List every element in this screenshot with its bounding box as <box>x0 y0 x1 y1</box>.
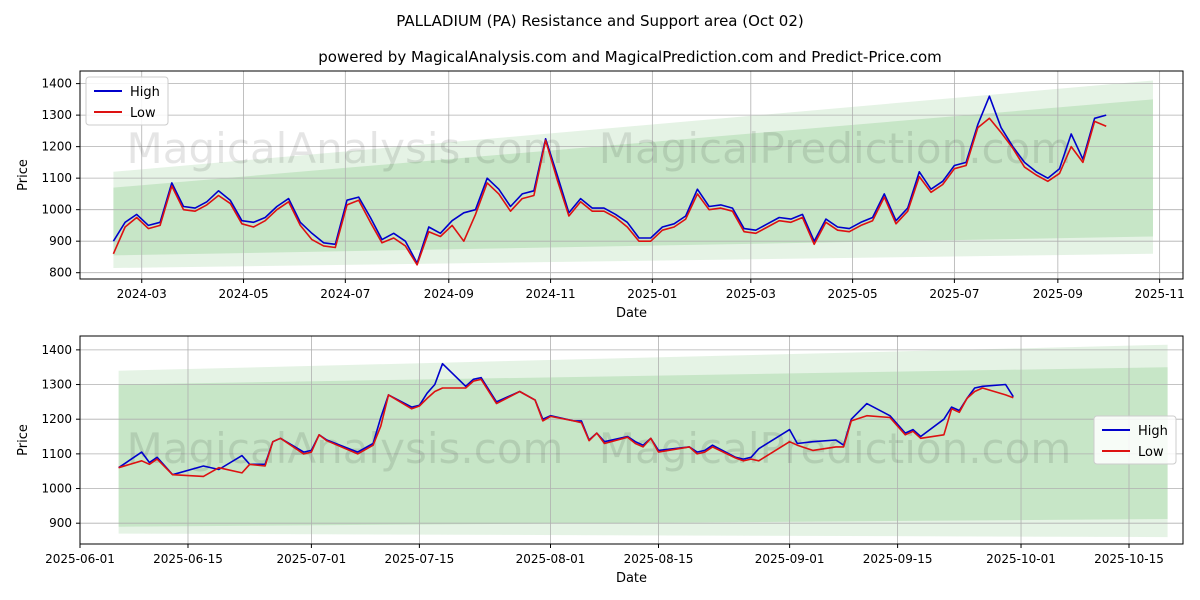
y-tick-label: 1300 <box>41 378 72 392</box>
x-axis-label: Date <box>616 306 647 321</box>
y-tick-label: 1000 <box>41 203 72 217</box>
x-tick-label: 2025-08-15 <box>624 552 694 566</box>
y-tick-label: 1400 <box>41 77 72 91</box>
x-tick-label: 2025-11 <box>1135 287 1185 301</box>
resistance-support-band <box>113 80 1153 268</box>
legend-high-label: High <box>130 85 160 100</box>
y-tick-label: 1400 <box>41 343 72 357</box>
y-tick-label: 1100 <box>41 171 72 185</box>
x-tick-label: 2024-09 <box>424 287 474 301</box>
x-tick-label: 2025-07-15 <box>385 552 455 566</box>
x-tick-label: 2025-10-01 <box>986 552 1056 566</box>
legend-low-label: Low <box>1138 445 1164 460</box>
y-tick-label: 1300 <box>41 108 72 122</box>
x-tick-label: 2025-01 <box>627 287 677 301</box>
y-axis-label: Price <box>16 424 31 456</box>
x-tick-label: 2025-10-15 <box>1094 552 1164 566</box>
resistance-support-band <box>113 99 1153 256</box>
x-tick-label: 2025-03 <box>726 287 776 301</box>
y-axis-label: Price <box>16 159 31 191</box>
watermark-text: MagicalPrediction.com <box>599 124 1072 173</box>
x-tick-label: 2024-11 <box>525 287 575 301</box>
y-tick-label: 1200 <box>41 412 72 426</box>
y-tick-label: 900 <box>49 516 72 530</box>
x-tick-label: 2024-03 <box>117 287 167 301</box>
legend-low-label: Low <box>130 106 156 121</box>
resistance-support-band <box>118 344 1168 538</box>
plot-frame <box>79 335 1184 545</box>
x-tick-label: 2025-07 <box>929 287 979 301</box>
chart-subtitle: powered by MagicalAnalysis.com and Magic… <box>318 48 942 66</box>
x-tick-label: 2025-06-01 <box>45 552 115 566</box>
y-tick-label: 1200 <box>41 140 72 154</box>
high-series-line <box>112 95 1107 265</box>
x-tick-label: 2024-05 <box>218 287 268 301</box>
x-tick-label: 2025-09-15 <box>863 552 933 566</box>
x-tick-label: 2024-07 <box>320 287 370 301</box>
x-axis-label: Date <box>616 571 647 586</box>
x-tick-label: 2025-09-01 <box>755 552 825 566</box>
x-tick-label: 2025-08-01 <box>516 552 586 566</box>
y-tick-label: 1100 <box>41 447 72 461</box>
y-tick-label: 900 <box>49 234 72 248</box>
y-tick-label: 800 <box>49 266 72 280</box>
watermark-text: MagicalAnalysis.com <box>127 124 564 173</box>
x-tick-label: 2025-09 <box>1033 287 1083 301</box>
chart-title: PALLADIUM (PA) Resistance and Support ar… <box>396 12 804 30</box>
x-tick-label: 2025-05 <box>828 287 878 301</box>
x-tick-label: 2025-07-01 <box>277 552 347 566</box>
x-tick-label: 2025-06-15 <box>153 552 223 566</box>
legend-high-label: High <box>1138 424 1168 439</box>
plot-frame <box>79 70 1184 280</box>
low-series-line <box>112 117 1107 266</box>
y-tick-label: 1000 <box>41 482 72 496</box>
low-series-line <box>118 378 1014 478</box>
